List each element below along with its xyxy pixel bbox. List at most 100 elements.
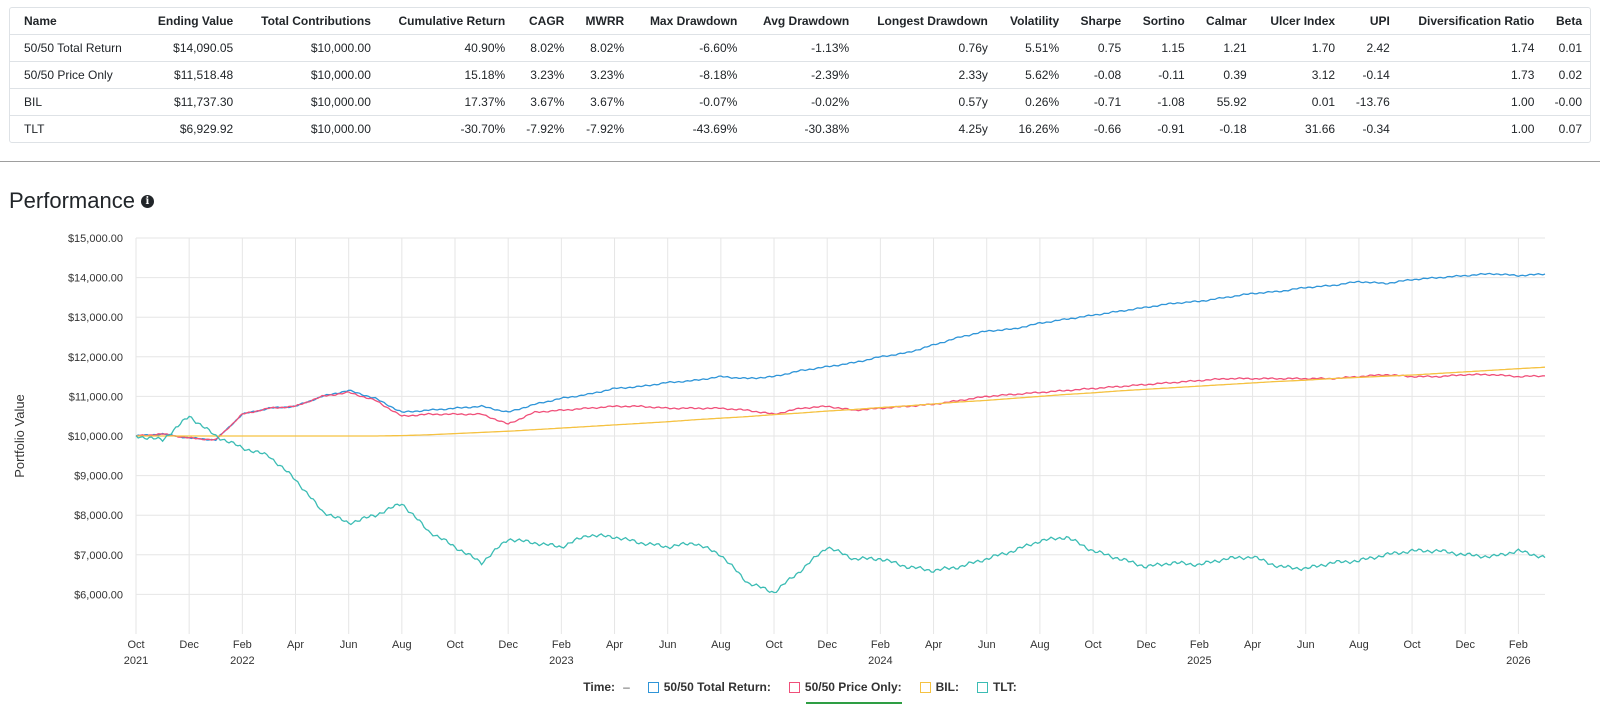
performance-chart[interactable]: $15,000.00 $14,000.00 $13,000.00 $12,000.00… [0, 222, 1600, 677]
table-cell: -0.18 [1219, 122, 1247, 136]
performance-heading: Performance i [9, 188, 154, 214]
legend-label: 50/50 Total Return: [663, 680, 771, 694]
column-header[interactable]: Sharpe [1067, 8, 1130, 35]
column-header[interactable]: Max Drawdown [632, 8, 746, 35]
x-tick-label: Aug [392, 639, 412, 651]
x-tick-label: Feb [1509, 639, 1528, 651]
x-tick-label: Dec [1136, 639, 1156, 651]
legend-time-value: – [623, 680, 630, 694]
table-cell: 3.23% [513, 61, 573, 89]
row-name-cell: 50/50 Total Return [10, 34, 142, 62]
info-circle-icon[interactable]: i [140, 194, 154, 208]
series-line-bil[interactable] [136, 366, 1546, 437]
table-cell: 1.74 [1397, 34, 1543, 62]
x-tick-label: Dec [817, 639, 837, 651]
column-header[interactable]: Beta [1542, 8, 1590, 35]
column-header[interactable]: Name [10, 8, 142, 35]
x-tick-year-label: 2022 [230, 655, 254, 667]
table-cell: $11,737.30 [141, 88, 242, 116]
y-tick-label: $6,000.00 [74, 589, 123, 601]
table-cell: -0.14 [1343, 61, 1398, 89]
x-tick-label: Dec [179, 639, 199, 651]
x-tick-label: Aug [1030, 639, 1050, 651]
table-cell: -8.18% [632, 61, 746, 89]
table-cell: -0.34 [1362, 122, 1390, 136]
table-cell: -30.70% [460, 122, 506, 136]
table-cell: 0.07 [1558, 122, 1582, 136]
x-tick-label: Jun [1297, 639, 1315, 651]
table-cell: 17.37% [378, 88, 514, 116]
table-cell: $10,000.00 [241, 88, 379, 116]
x-tick-label: Aug [1349, 639, 1369, 651]
table-cell: -6.60% [632, 34, 746, 62]
table-cell: 1.70 [1254, 34, 1344, 62]
table-cell: -0.08 [1067, 61, 1130, 89]
table-cell: 3.12 [1254, 61, 1344, 89]
section-title: Performance [9, 188, 135, 213]
column-header[interactable]: Sortino [1129, 8, 1193, 35]
column-header[interactable]: UPI [1343, 8, 1398, 35]
table-row: TLT $6,929.92 $10,000.00 -30.70% -7.92% -7.92… [10, 116, 1590, 143]
table-cell: 5.51% [995, 34, 1068, 62]
y-tick-label: $11,000.00 [69, 391, 123, 403]
legend-active-indicator [806, 702, 902, 704]
table-cell: 1.00 [1397, 88, 1543, 116]
table-cell: -0.71 [1067, 88, 1130, 116]
series-line-50-50-price-only[interactable] [135, 373, 1546, 441]
column-header[interactable]: Total Contributions [241, 8, 379, 35]
column-header[interactable]: Longest Drawdown [857, 8, 996, 35]
y-tick-label: $12,000.00 [68, 352, 123, 364]
table-cell: 0.76y [857, 34, 996, 62]
column-header[interactable]: Volatility [995, 8, 1068, 35]
table-cell: 2.33y [857, 61, 996, 89]
x-tick-label: Oct [1404, 639, 1421, 651]
column-header[interactable]: Calmar [1192, 8, 1255, 35]
table-cell: $10,000.00 [241, 34, 379, 62]
x-tick-label: Apr [287, 639, 304, 651]
table-cell: -2.39% [745, 61, 858, 89]
table-cell: 15.18% [378, 61, 514, 89]
series-line-tlt[interactable] [135, 415, 1546, 594]
table-cell: 3.67% [513, 88, 573, 116]
legend-item-tlt[interactable]: TLT: [976, 680, 1017, 694]
legend-item-total-return[interactable]: 50/50 Total Return: [647, 680, 771, 694]
column-header[interactable]: Cumulative Return [378, 8, 514, 35]
series-line-50-50-total-return[interactable] [135, 272, 1546, 442]
table-cell: -0.11 [1129, 61, 1193, 89]
x-tick-label: Dec [1455, 639, 1475, 651]
table-cell: 16.26% [1018, 122, 1060, 136]
column-header[interactable]: Avg Drawdown [745, 8, 858, 35]
x-tick-label: Oct [127, 639, 144, 651]
table-cell: 0.75 [1067, 34, 1130, 62]
metrics-table: Name Ending Value Total Contributions Cumul… [10, 8, 1590, 142]
column-header[interactable]: Ulcer Index [1254, 8, 1344, 35]
table-cell: 40.90% [378, 34, 514, 62]
y-tick-label: $8,000.00 [74, 510, 123, 522]
table-cell: -0.02% [745, 88, 858, 116]
table-cell: -7.92% [586, 122, 625, 136]
table-row: 50/50 Total Return $14,090.05 $10,000.00 40… [10, 34, 1590, 62]
table-cell: 3.23% [572, 61, 633, 89]
row-name-cell: BIL [10, 88, 142, 116]
column-header[interactable]: Diversification Ratio [1397, 8, 1543, 35]
chart-legend: Time: – 50/50 Total Return: 50/50 Price … [0, 680, 1600, 694]
table-cell: -0.07% [632, 88, 746, 116]
legend-item-price-only[interactable]: 50/50 Price Only: [788, 680, 902, 694]
x-tick-label: Oct [765, 639, 782, 651]
table-cell: $14,090.05 [141, 34, 242, 62]
legend-item-bil[interactable]: BIL: [919, 680, 959, 694]
column-header[interactable]: MWRR [572, 8, 633, 35]
table-cell: $10,000.00 [310, 122, 371, 136]
x-tick-label: Feb [552, 639, 571, 651]
column-header[interactable]: CAGR [513, 8, 573, 35]
x-tick-label: Feb [233, 639, 252, 651]
table-cell: $6,929.92 [179, 122, 234, 136]
table-cell: 0.26% [995, 88, 1068, 116]
y-tick-label: $15,000.00 [68, 233, 123, 245]
x-tick-label: Apr [1244, 639, 1261, 651]
table-cell: -30.38% [804, 122, 850, 136]
column-header[interactable]: Ending Value [141, 8, 242, 35]
table-cell: 8.02% [572, 34, 633, 62]
legend-swatch [647, 681, 659, 693]
table-row: 50/50 Price Only $11,518.48 $10,000.00 15.1… [10, 61, 1590, 89]
